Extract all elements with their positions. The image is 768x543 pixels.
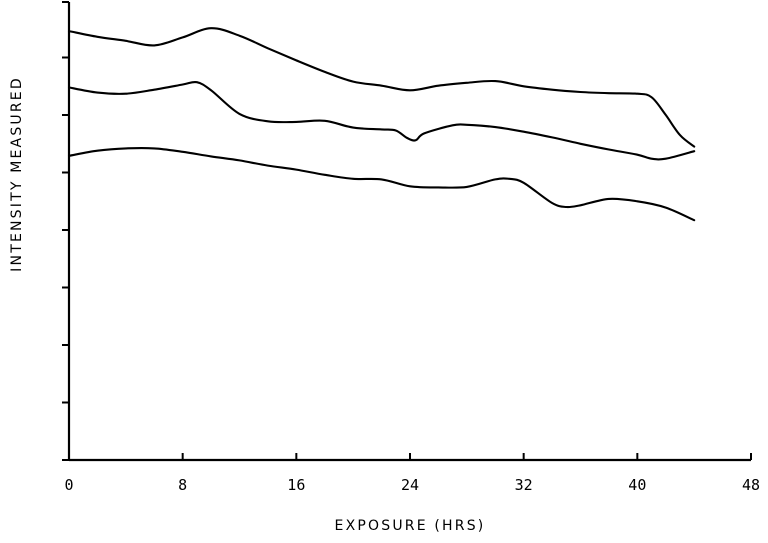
x-axis-title: EXPOSURE (HRS)	[335, 518, 486, 534]
series-lines	[67, 27, 696, 222]
x-tick-label-0: 0	[64, 476, 73, 494]
x-tick-label-2: 16	[287, 476, 305, 494]
series-line-2	[67, 80, 696, 161]
x-tick-label-6: 48	[742, 476, 760, 494]
x-tick-labels: 0 8 16 24 32 40 48	[64, 476, 760, 494]
x-tick-label-5: 40	[628, 476, 646, 494]
series-line-3	[67, 146, 696, 222]
x-tick-label-4: 32	[515, 476, 533, 494]
x-tick-label-3: 24	[401, 476, 419, 494]
x-tick-label-1: 8	[178, 476, 187, 494]
series-line-1	[67, 27, 696, 148]
y-axis-ticks	[62, 1, 69, 461]
y-axis-title: INTENSITY MEASURED	[9, 76, 25, 272]
